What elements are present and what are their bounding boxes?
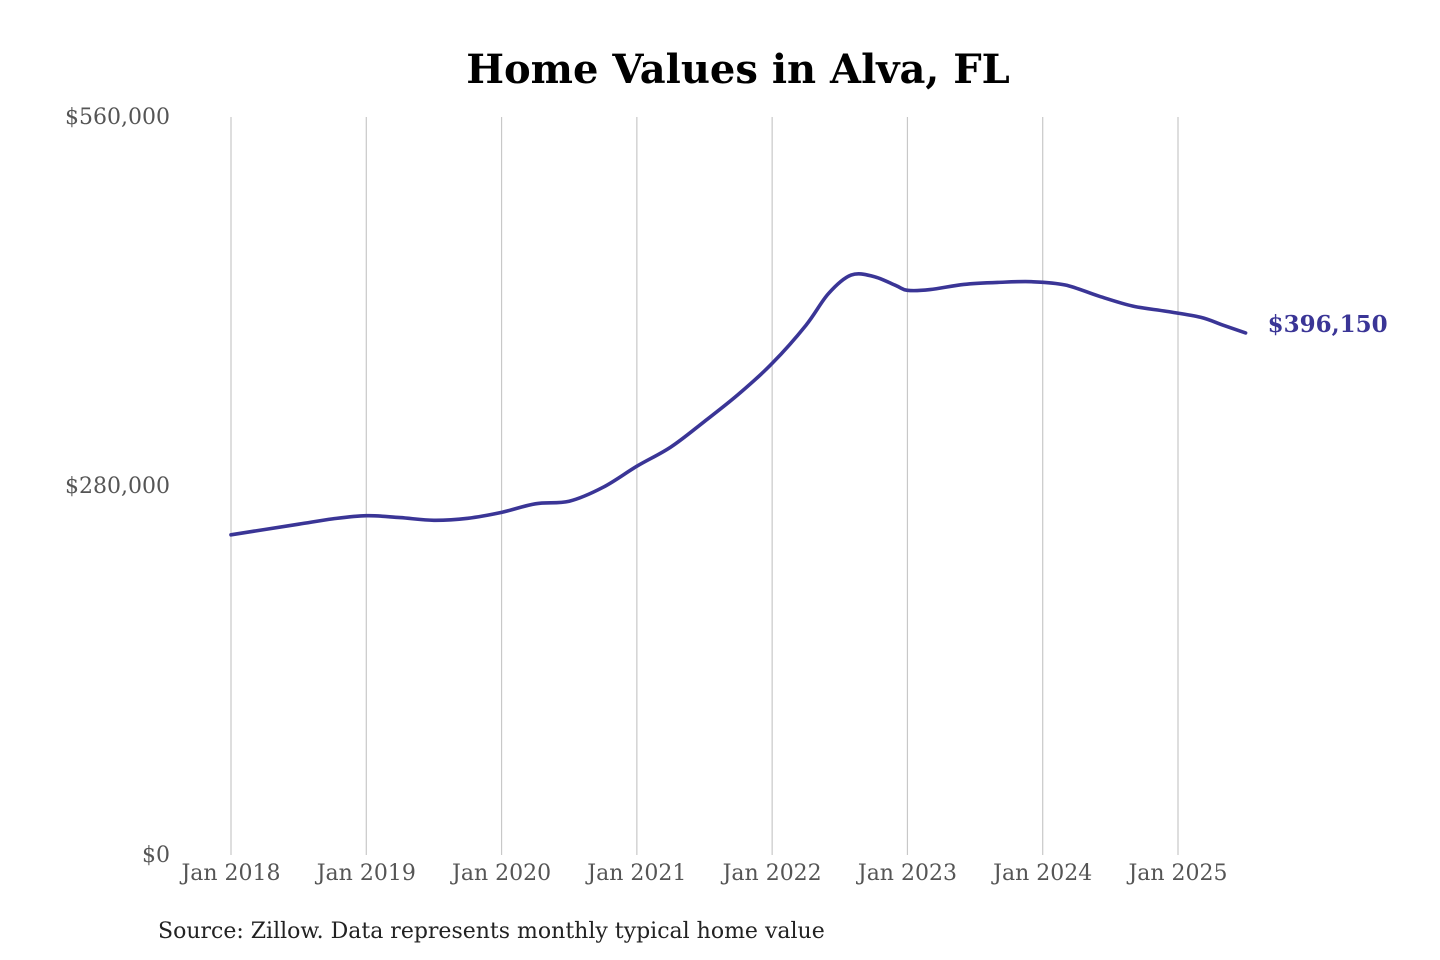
chart-title: Home Values in Alva, FL bbox=[466, 46, 1010, 93]
x-tick-label: Jan 2025 bbox=[1126, 861, 1227, 886]
series-line-home-value bbox=[229, 272, 1248, 537]
x-tick-label: Jan 2019 bbox=[315, 861, 416, 886]
source-note: Source: Zillow. Data represents monthly … bbox=[158, 919, 825, 944]
x-tick-label: Jan 2020 bbox=[450, 861, 551, 886]
x-tick-label: Jan 2022 bbox=[721, 861, 822, 886]
x-axis-tick-labels: Jan 2018 Jan 2019 Jan 2020 Jan 2021 Jan 2022… bbox=[179, 861, 1227, 886]
y-tick-label: $560,000 bbox=[65, 105, 170, 130]
y-tick-label: $0 bbox=[142, 843, 170, 868]
x-tick-label: Jan 2021 bbox=[585, 861, 686, 886]
end-value-label: $396,150 bbox=[1268, 311, 1388, 338]
x-tick-label: Jan 2024 bbox=[991, 861, 1092, 886]
x-tick-label: Jan 2018 bbox=[179, 861, 280, 886]
x-tick-label: Jan 2023 bbox=[856, 861, 957, 886]
y-tick-label: $280,000 bbox=[65, 474, 170, 499]
gridlines bbox=[230, 117, 1179, 855]
y-axis-tick-labels: $0 $280,000 $560,000 bbox=[65, 105, 170, 868]
